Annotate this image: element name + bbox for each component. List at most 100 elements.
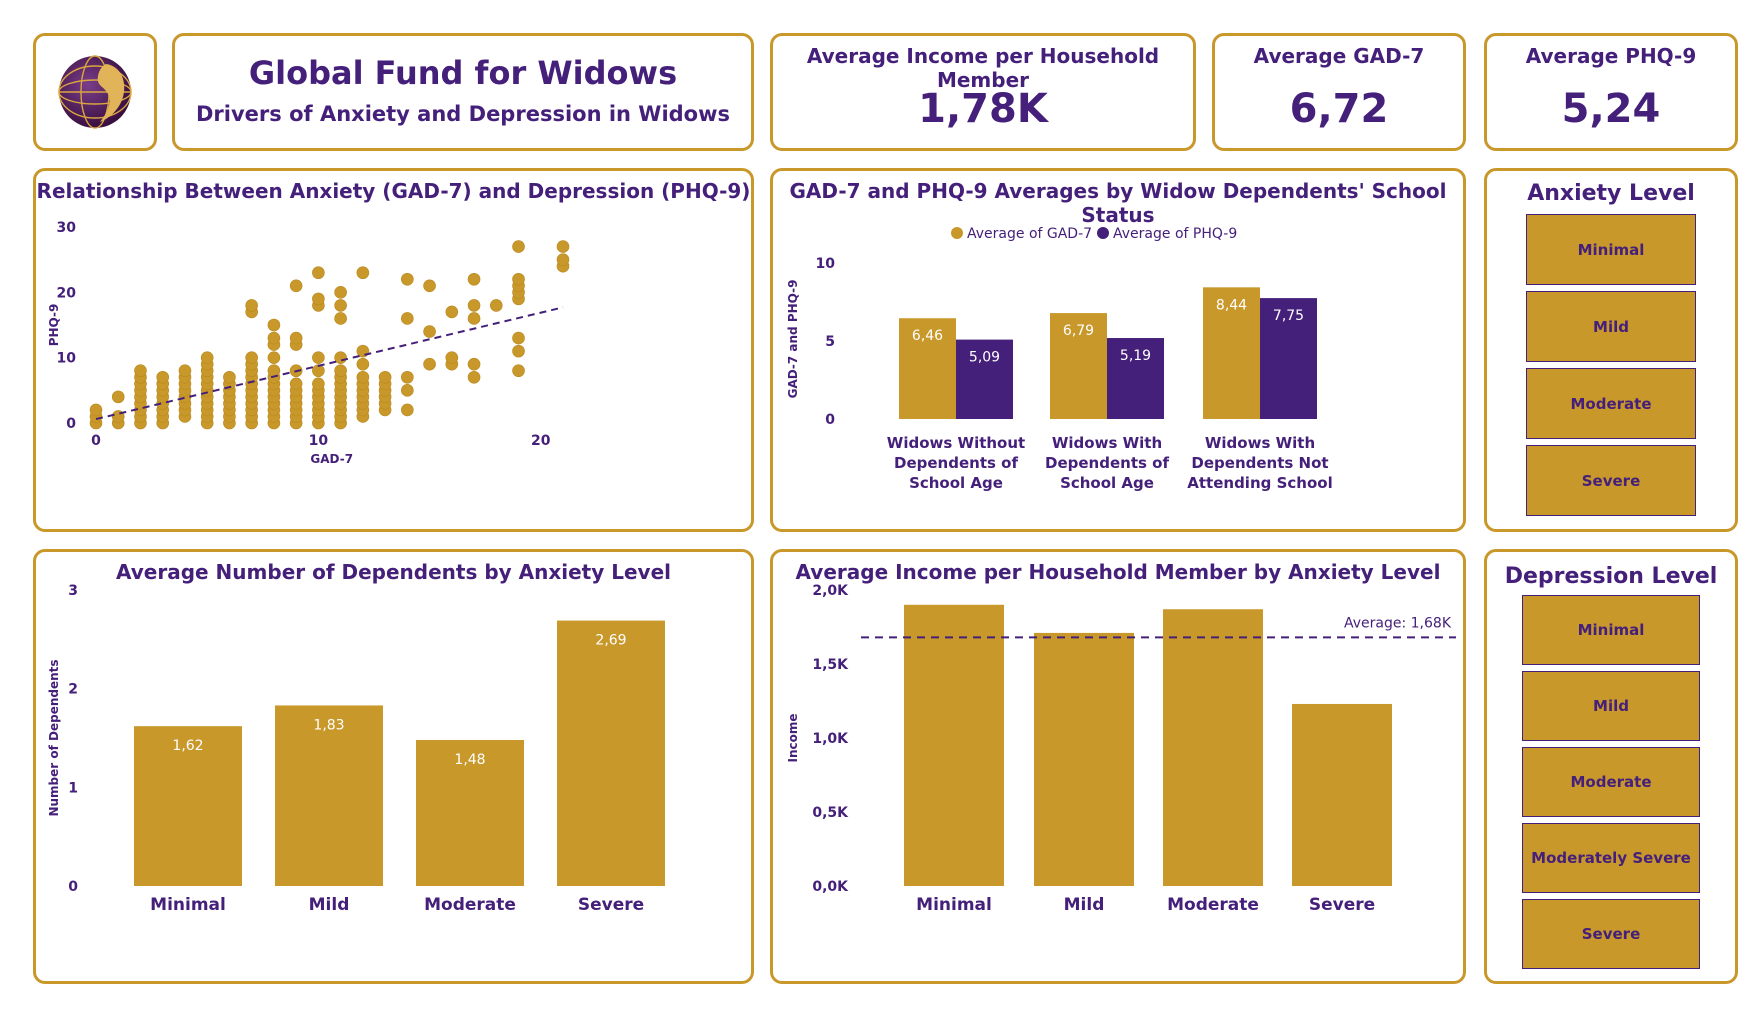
slicer-option-moderate[interactable]: Moderate [1526,368,1696,439]
slicer-option-minimal[interactable]: Minimal [1526,214,1696,285]
school-card: GAD-7 and PHQ-9 Averages by Widow Depend… [770,168,1466,532]
scatter-point [423,357,436,371]
scatter-point [512,344,525,358]
y-tick-label: 1 [68,780,78,796]
scatter-point [156,370,170,384]
slicer-option-mild[interactable]: Mild [1522,671,1700,741]
scatter-point [423,279,436,293]
scatter-point [467,370,481,384]
slicer-option-mild[interactable]: Mild [1526,291,1696,362]
kpi-phq9-card: Average PHQ-9 5,24 [1484,33,1738,151]
logo-card [33,33,157,151]
y-tick-label: 2 [68,682,78,698]
category-label: Widows With [1205,434,1315,452]
bar [1292,703,1392,886]
scatter-point [467,312,481,325]
y-axis-title: GAD-7 and PHQ-9 [786,280,800,399]
scatter-chart[interactable]: 0 10 20 30 0 10 20 GAD-7 PHQ-9 [36,199,751,529]
bar-value-label: 1,62 [172,738,203,754]
category-label: Severe [1309,895,1375,915]
category-label: Minimal [916,895,992,915]
scatter-point [267,364,281,378]
scatter-point [512,240,525,253]
scatter-point [378,370,392,384]
bar [904,604,1004,886]
category-label: Moderate [424,895,516,915]
kpi-gad7-card: Average GAD-7 6,72 [1212,33,1466,151]
bar-value-label: 7,75 [1273,308,1304,324]
income-card: Average Income per Household Member by A… [770,549,1466,984]
scatter-point [289,331,303,345]
trend-line [95,306,564,421]
y-tick-label: 3 [68,584,78,599]
scatter-point [334,351,347,364]
scatter-point [267,318,281,332]
scatter-point [556,240,570,253]
x-axis-title: GAD-7 [310,452,353,466]
y-axis-title: PHQ-9 [47,304,61,347]
slicer-option-moderately-severe[interactable]: Moderately Severe [1522,823,1700,893]
y-tick-label: 30 [57,220,77,236]
scatter-point [467,357,481,371]
scatter-point [423,325,436,338]
scatter-point [401,272,414,286]
scatter-point [245,351,258,364]
y-tick-label: 1,5K [812,657,849,673]
x-tick-label: 10 [309,433,329,449]
kpi-income-title: Average Income per Household Member [806,44,1160,92]
bar [956,339,1013,419]
y-tick-label: 0 [68,879,78,895]
category-label: Widows With [1052,434,1162,452]
bar-value-label: 5,19 [1120,348,1151,364]
y-tick-label: 1,0K [812,731,849,747]
scatter-point [356,266,370,280]
slicer-option-minimal[interactable]: Minimal [1522,595,1700,665]
legend-marker [1097,227,1109,239]
category-label: Widows Without [887,434,1025,452]
x-tick-label: 20 [531,433,551,449]
y-tick-label: 20 [57,285,77,301]
category-label: Dependents of [894,454,1018,472]
scatter-point [445,351,459,364]
bar-value-label: 6,46 [912,328,943,344]
bar [1260,298,1317,419]
slicer-option-severe[interactable]: Severe [1526,445,1696,516]
category-label: Dependents of [1045,454,1169,472]
bar-value-label: 6,79 [1063,323,1094,339]
scatter-point [267,331,281,345]
page-title: Global Fund for Widows [248,54,678,92]
scatter-title: Relationship Between Anxiety (GAD-7) and… [36,179,751,203]
kpi-phq9-value: 5,24 [1561,86,1661,132]
y-tick-label: 10 [816,256,836,272]
anxiety-slicer-card: Anxiety Level Minimal Mild Moderate Severe [1484,168,1738,532]
scatter-point [312,364,325,378]
scatter-point [356,370,370,384]
kpi-gad7-value: 6,72 [1289,86,1389,132]
scatter-card: Relationship Between Anxiety (GAD-7) and… [33,168,754,532]
slicer-option-severe[interactable]: Severe [1522,899,1700,969]
slicer-option-moderate[interactable]: Moderate [1522,747,1700,817]
dependents-chart[interactable]: 0 1 2 3 Number of Dependents 1,62 Minimal 1,83 M… [36,584,751,984]
income-chart[interactable]: 0,0K 0,5K 1,0K 1,5K 2,0K Income Minimal Mild Mod… [773,584,1463,984]
income-title: Average Income per Household Member by A… [795,560,1441,584]
scatter-point [334,299,347,312]
category-label: Moderate [1167,895,1259,915]
scatter-point [200,351,214,364]
scatter-point [289,279,303,293]
scatter-point [289,377,303,391]
category-label: Mild [1064,895,1105,915]
category-label: Dependents Not [1191,454,1328,472]
scatter-point [467,272,481,286]
scatter-point [223,370,236,384]
scatter-point [134,364,147,378]
category-label: School Age [909,474,1003,492]
scatter-point [334,286,347,299]
school-chart[interactable]: 0 5 10 GAD-7 and PHQ-9 Average of GAD-7 Avera… [773,199,1463,529]
bar [416,739,524,886]
scatter-point [512,331,525,345]
scatter-point [512,364,525,378]
bar-value-label: 2,69 [595,633,626,649]
scatter-point [89,403,103,417]
y-tick-label: 0,0K [812,879,849,895]
scatter-point [401,312,414,325]
